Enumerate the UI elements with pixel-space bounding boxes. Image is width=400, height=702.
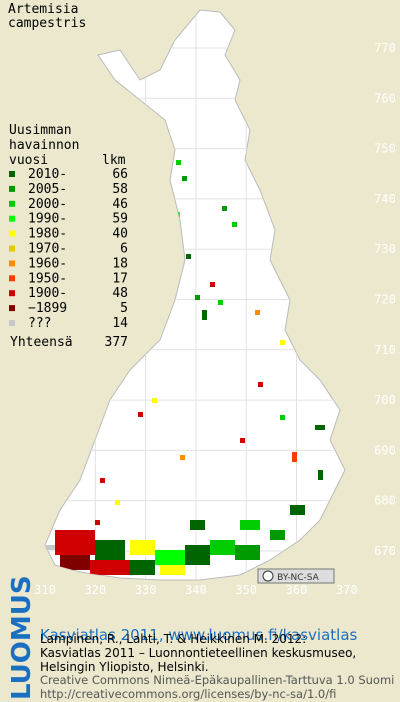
logo: LUOMUS xyxy=(7,575,37,700)
northing-label: 710 xyxy=(374,343,396,357)
northing-label: 690 xyxy=(374,443,396,457)
legend-label: ??? xyxy=(28,316,51,331)
legend-header: Uusimman xyxy=(9,123,72,138)
title-line: campestris xyxy=(8,16,86,31)
legend-count: 14 xyxy=(112,316,128,331)
legend-label: 1990- xyxy=(28,212,67,227)
legend-label: 1980- xyxy=(28,227,67,242)
legend-count: 58 xyxy=(112,182,128,197)
easting-label: 310 xyxy=(34,583,56,597)
license-line: http://creativecommons.org/licenses/by-n… xyxy=(40,687,336,701)
legend-label: 1970- xyxy=(28,242,67,257)
legend-swatch xyxy=(9,320,15,326)
legend-swatch xyxy=(9,305,15,312)
total-count: 377 xyxy=(105,335,128,350)
badge-text: BY-NC-SA xyxy=(277,573,320,583)
legend-swatch xyxy=(9,185,15,192)
northing-label: 720 xyxy=(374,293,396,307)
easting-label: 350 xyxy=(235,583,257,597)
northing-label: 770 xyxy=(374,41,396,55)
legend-count: 40 xyxy=(112,227,128,242)
link: Kasviatlas 2011, www.luomus.fi/kasviatla… xyxy=(40,626,358,644)
legend-label: 2000- xyxy=(28,197,67,212)
legend-label: 2010- xyxy=(28,167,67,182)
legend-count: 48 xyxy=(112,286,128,301)
easting-label: 340 xyxy=(185,583,207,597)
northing-label: 700 xyxy=(374,393,396,407)
legend-count: 18 xyxy=(112,256,128,271)
title-line: Artemisia xyxy=(8,2,78,17)
license-line: Creative Commons Nimeä-Epäkaupallinen-Ta… xyxy=(40,673,394,687)
northing-label: 730 xyxy=(374,242,396,256)
legend-header: havainnon xyxy=(9,138,79,153)
legend-count-header: lkm xyxy=(102,153,126,168)
legend-swatch xyxy=(9,290,15,297)
legend-label: 1960- xyxy=(28,256,67,271)
legend-count: 17 xyxy=(112,271,128,286)
license-badge: BY-NC-SA xyxy=(257,568,335,584)
ticks: 770 760 750 740 730 720 710 700 690 680 670 310 320 3… xyxy=(34,41,396,597)
easting-label: 370 xyxy=(336,583,358,597)
legend-label: 2005- xyxy=(28,182,67,197)
legend-label: 1950- xyxy=(28,271,67,286)
northing-label: 750 xyxy=(374,142,396,156)
legend-swatch xyxy=(9,230,15,237)
easting-label: 360 xyxy=(286,583,308,597)
legend-count: 6 xyxy=(120,242,128,257)
northing-label: 760 xyxy=(374,91,396,105)
easting-label: 330 xyxy=(135,583,157,597)
citation-line: Lampinen, R., Lahti, T. & Heikkinen M. 2… xyxy=(40,632,306,646)
citation-line: Helsingin Yliopisto, Helsinki. xyxy=(40,660,209,674)
legend-swatch xyxy=(9,200,15,207)
legend-label: 1900- xyxy=(28,286,67,301)
legend-swatch xyxy=(9,215,15,222)
legend-header: vuosi xyxy=(9,153,48,168)
legend-label: −1899 xyxy=(28,301,67,316)
northing-label: 680 xyxy=(374,494,396,508)
legend-count: 66 xyxy=(112,167,128,182)
easting-label: 320 xyxy=(84,583,106,597)
legend-count: 46 xyxy=(112,197,128,212)
total-label: Yhteensä xyxy=(10,335,73,350)
citation-line: Kasviatlas 2011 – Luonnontieteellinen ke… xyxy=(40,646,356,660)
northing-label: 670 xyxy=(374,544,396,558)
northing-label: 740 xyxy=(374,192,396,206)
legend-count: 5 xyxy=(120,301,128,316)
legend-swatch xyxy=(9,245,15,252)
legend-count: 59 xyxy=(112,212,128,227)
legend-swatch xyxy=(9,275,15,282)
legend-swatch xyxy=(9,171,15,177)
occurrence-squares xyxy=(45,160,325,575)
legend-swatch xyxy=(9,260,15,267)
